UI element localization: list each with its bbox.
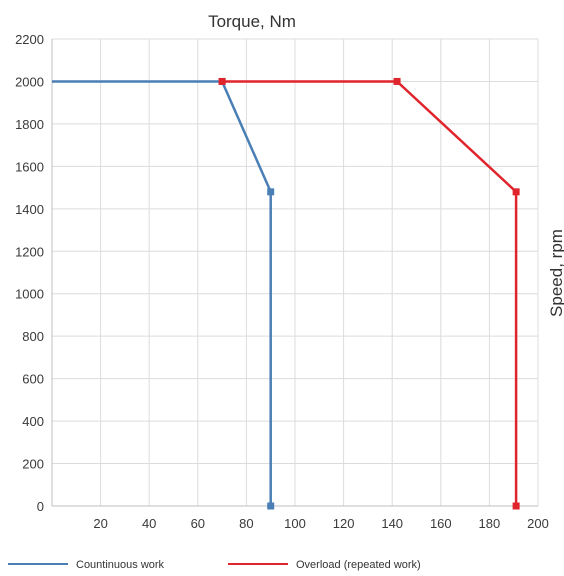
y-tick-1000: 1000 xyxy=(15,287,44,302)
y-tick-2000: 2000 xyxy=(15,74,44,89)
axes xyxy=(51,39,538,507)
y-tick-0: 0 xyxy=(37,499,44,514)
series-1-point-2 xyxy=(512,188,520,196)
x-tick-160: 160 xyxy=(430,516,452,531)
legend: Countinuous work Overload (repeated work) xyxy=(8,559,421,571)
x-tick-140: 140 xyxy=(381,516,403,531)
grid-lines xyxy=(52,38,539,506)
x-tick-80: 80 xyxy=(239,516,253,531)
series-line-1 xyxy=(222,80,518,506)
series-1-point-1 xyxy=(393,77,401,85)
y-tick-2200: 2200 xyxy=(15,32,44,47)
x-tick-200: 200 xyxy=(527,516,549,531)
x-tick-60: 60 xyxy=(191,516,205,531)
x-tick-labels: 20 40 60 80 100 120 140 160 180 200 xyxy=(93,516,548,531)
series-0-point-2 xyxy=(267,188,275,196)
y-tick-200: 200 xyxy=(22,457,44,472)
x-tick-180: 180 xyxy=(479,516,501,531)
y-tick-1400: 1400 xyxy=(15,202,44,217)
legend-label-1: Overload (repeated work) xyxy=(296,559,421,571)
x-tick-100: 100 xyxy=(284,516,306,531)
x-tick-20: 20 xyxy=(93,516,107,531)
y-tick-1600: 1600 xyxy=(15,159,44,174)
y-tick-1200: 1200 xyxy=(15,244,44,259)
x-axis-title: Torque, Nm xyxy=(208,12,296,31)
x-tick-40: 40 xyxy=(142,516,156,531)
legend-label-0: Countinuous work xyxy=(76,559,165,571)
y-axis-title: Speed, rpm xyxy=(547,229,564,317)
series-1-point-3 xyxy=(512,502,520,510)
series-layer xyxy=(52,77,520,510)
y-tick-800: 800 xyxy=(22,329,44,344)
series-0-point-3 xyxy=(267,502,275,510)
y-tick-labels: 0 200 400 600 800 1000 1200 1400 1600 1800 2000 220… xyxy=(15,32,44,514)
y-tick-1800: 1800 xyxy=(15,117,44,132)
series-1-point-0 xyxy=(218,77,226,85)
y-tick-600: 600 xyxy=(22,372,44,387)
x-tick-120: 120 xyxy=(333,516,355,531)
y-tick-400: 400 xyxy=(22,414,44,429)
series-line-0 xyxy=(52,80,272,506)
